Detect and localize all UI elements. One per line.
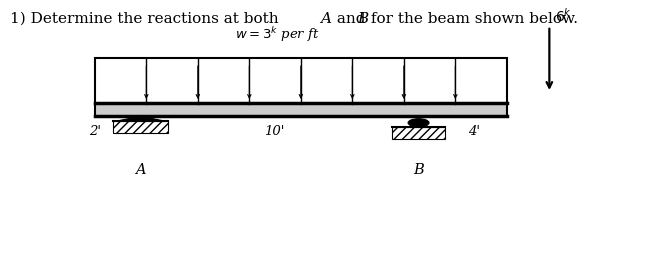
- Circle shape: [408, 119, 429, 127]
- Text: 10': 10': [264, 125, 285, 138]
- Text: 2': 2': [90, 125, 101, 138]
- Text: 1) Determine the reactions at both: 1) Determine the reactions at both: [10, 12, 283, 26]
- Polygon shape: [116, 116, 165, 121]
- Text: and: and: [332, 12, 370, 26]
- Text: B: B: [413, 163, 424, 177]
- Text: $6^k$: $6^k$: [555, 7, 572, 25]
- Polygon shape: [95, 103, 507, 116]
- Text: A: A: [135, 163, 146, 177]
- Text: B: B: [357, 12, 368, 26]
- Text: $w=3^k$ per ft: $w=3^k$ per ft: [235, 25, 320, 44]
- Text: A: A: [320, 12, 332, 26]
- Text: for the beam shown below.: for the beam shown below.: [366, 12, 578, 26]
- Text: 4': 4': [468, 125, 479, 138]
